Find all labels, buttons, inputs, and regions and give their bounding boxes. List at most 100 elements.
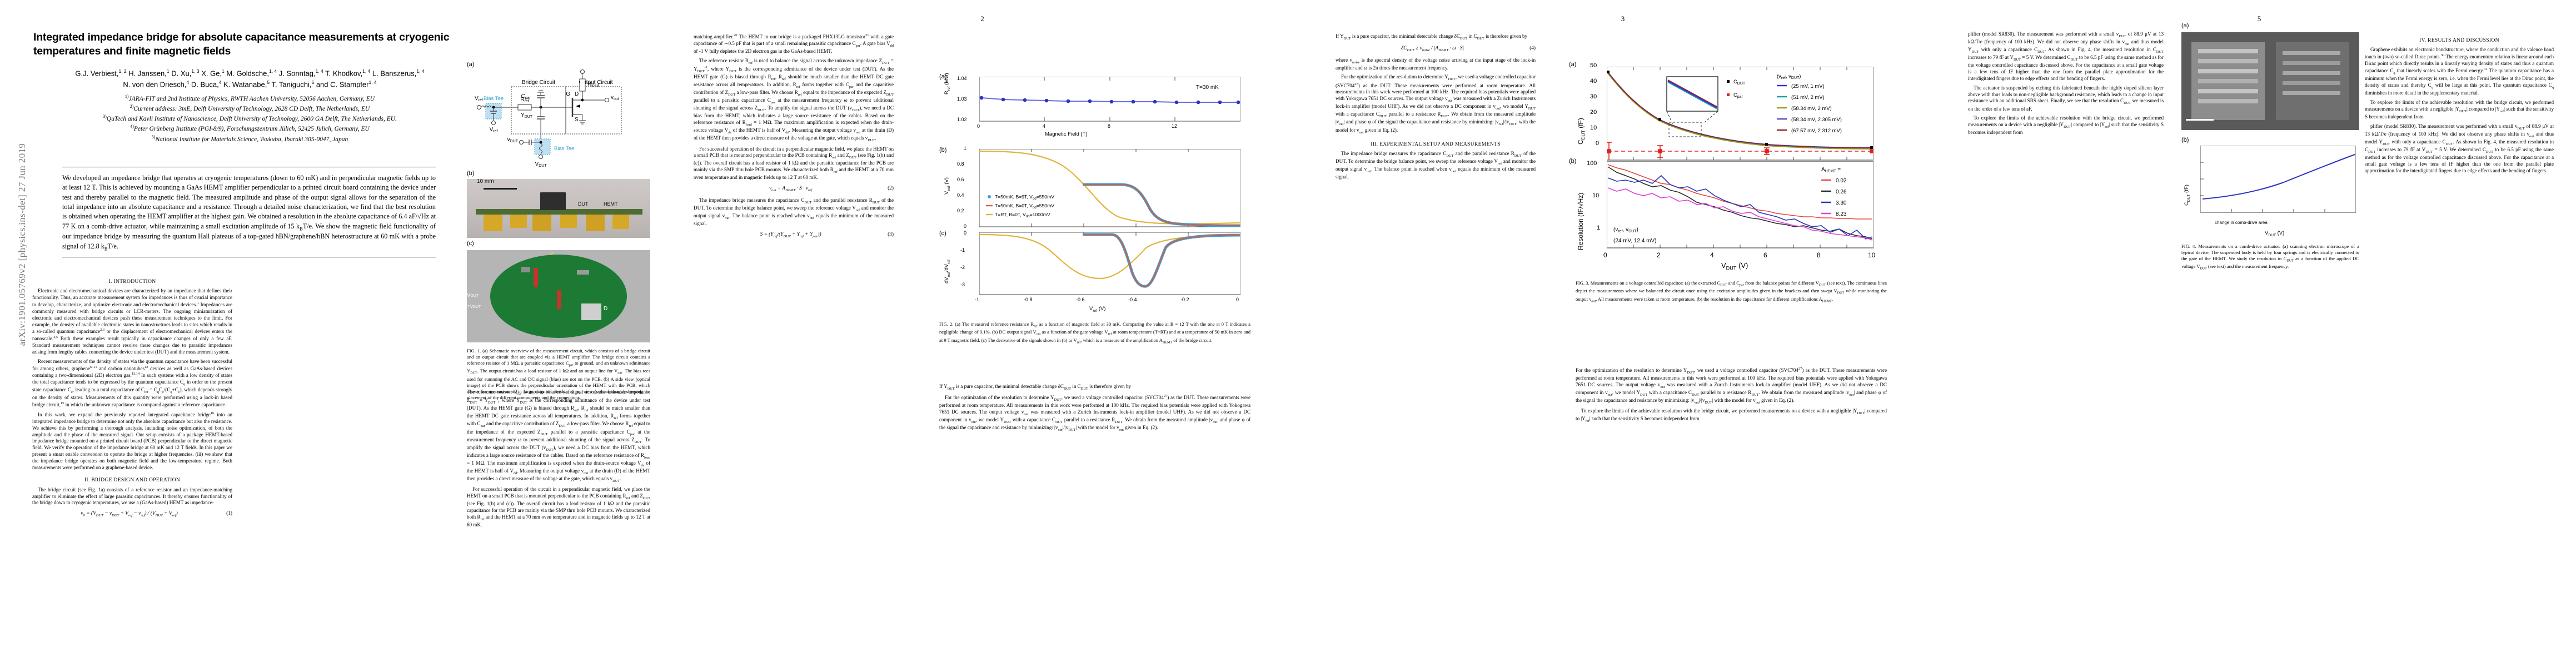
fig3b-ylabel: Resolution (fF/√Hz) xyxy=(1577,192,1585,250)
fig2c-ytick: -2 xyxy=(960,265,965,270)
svg-text:vDUT: vDUT xyxy=(507,137,519,143)
fig2c-ytick: -1 xyxy=(960,247,965,253)
fig2a-ylabel: Rref (MΩ) xyxy=(944,73,951,94)
svg-text:8.23: 8.23 xyxy=(1836,211,1847,217)
fig2b-ytick: 0.2 xyxy=(957,208,964,213)
page-2: 2 matching amplifier.20 The HEMT in our … xyxy=(661,0,1303,667)
fig2a-xlabel: Magnetic Field (T) xyxy=(1045,131,1088,137)
page-title: Integrated impedance bridge for absolute… xyxy=(33,31,450,57)
paragraph: The reference resistor Rref is used to b… xyxy=(694,57,894,143)
fig3a-ytick: 0 xyxy=(1596,140,1600,147)
fig3b-ytick: 100 xyxy=(1587,160,1597,167)
svg-text:0.26: 0.26 xyxy=(1836,189,1847,195)
affiliation: 3)QuTech and Kavli Institute of Nanoscie… xyxy=(103,114,397,123)
fig4b-xlabel: VDUT (V) xyxy=(2265,230,2285,237)
paragraph: where vnoise is the spectral density of … xyxy=(1336,57,1536,71)
fig2b-ytick: 0.6 xyxy=(957,177,964,182)
fig3-panel-b-label: (b) xyxy=(1569,158,1577,165)
fig2-panel-b-label: (b) xyxy=(939,147,947,153)
page4-col-right: IV. RESULTS AND DISCUSSION Graphene exhi… xyxy=(2365,31,2554,177)
fig3-panel-a-label: (a) xyxy=(1569,61,1577,68)
equation-2: vout = AHEMT · S · vref (2) xyxy=(769,186,894,193)
svg-text:S: S xyxy=(575,117,579,123)
fig3a-ytick: 10 xyxy=(1590,125,1597,131)
paragraph: To explore the limits of the achievable … xyxy=(1576,408,1887,424)
svg-text:YDUT: YDUT xyxy=(521,112,533,119)
svg-text:Vref: Vref xyxy=(475,96,483,102)
svg-text:(24 mV, 12.4 mV): (24 mV, 12.4 mV) xyxy=(1613,238,1656,244)
fig2a-xtick: 12 xyxy=(1172,123,1178,129)
author-line-2: N. von den Driesch,4 D. Buca,4 K. Watana… xyxy=(123,79,377,89)
paragraph: To explore the limits of the achievable … xyxy=(1968,115,2164,136)
svg-text:T=RT, B=0T, Vdd=1000mV: T=RT, B=0T, Vdd=1000mV xyxy=(995,212,1050,218)
author-line-1: G.J. Verbiest,1, 2 H. Janssen,1 D. Xu,1,… xyxy=(75,68,425,78)
svg-text:Bias Tee: Bias Tee xyxy=(554,146,574,152)
svg-text:D: D xyxy=(575,91,579,97)
fig2c-xtick: -0.8 xyxy=(1024,297,1033,302)
fig2-panel-c-label: (c) xyxy=(939,230,946,237)
svg-text:(67.57 mV, 2.312 mV): (67.57 mV, 2.312 mV) xyxy=(1791,127,1842,133)
page-number: 3 xyxy=(1621,14,1625,23)
scale-bar-label: 10 mm xyxy=(477,179,494,185)
svg-text:Bridge Circuit: Bridge Circuit xyxy=(522,79,555,86)
fig2b-ytick: 1 xyxy=(964,146,967,151)
fig3b-ytick: 1 xyxy=(1597,225,1601,231)
paragraph: Graphene exhibits an electronic bandstru… xyxy=(2365,47,2554,96)
paragraph: The impedance bridge measures the capaci… xyxy=(1336,151,1536,180)
paragraph: matching amplifier.20 The HEMT in our br… xyxy=(694,33,894,54)
fig3b-xtick: 10 xyxy=(1868,251,1876,259)
svg-text:(vref, vDUT): (vref, vDUT) xyxy=(1777,73,1801,80)
paragraph: For successful operation of the circuit … xyxy=(467,486,650,527)
paragraph: To explore the limits of the achievable … xyxy=(2365,99,2554,120)
svg-text:(25 mV, 1 mV): (25 mV, 1 mV) xyxy=(1791,83,1825,89)
svg-text:AHEMT =: AHEMT = xyxy=(1821,167,1841,173)
svg-text:G: G xyxy=(566,91,570,97)
fig3-caption: FIG. 3. Measurements on a voltage contro… xyxy=(1576,280,1887,303)
fig1-photo-side-view: 10 mm DUT HEMT xyxy=(467,179,650,238)
paragraph: If YDUT is a pure capacitor, the minimal… xyxy=(939,384,1132,391)
page-4: 5 plifier (model SR830). The measurement… xyxy=(1942,0,2576,667)
fig2a-xtick: 0 xyxy=(977,123,980,129)
fig2-panel-a-label: (a) xyxy=(939,73,947,80)
fig3a-ytick: 30 xyxy=(1590,93,1597,100)
fig2b-ytick: 0 xyxy=(964,223,967,229)
fig3b-ytick: 10 xyxy=(1592,192,1600,199)
svg-text:(51 mV, 2 mV): (51 mV, 2 mV) xyxy=(1791,94,1825,100)
page-1: arXiv:1901.05769v2 [physics.ins-det] 27 … xyxy=(0,0,661,667)
svg-text:3.30: 3.30 xyxy=(1836,200,1847,206)
author-list: G.J. Verbiest,1, 2 H. Janssen,1 D. Xu,1,… xyxy=(34,68,465,90)
fig4b-annotation: change in comb-drive area xyxy=(2215,220,2268,225)
svg-text:Cpar: Cpar xyxy=(1733,92,1743,99)
paragraph: For the optimization of the resolution t… xyxy=(1336,74,1536,135)
fig2b-plot: T=50mK, B=9T, Vdd=550mV T=50mK, B=0T, Vd… xyxy=(979,149,1240,227)
affiliation: 1)JARA-FIT and 2nd Institute of Physics,… xyxy=(124,94,375,102)
page4-col-left: plifier (model SR830). The measurement w… xyxy=(1968,31,2164,139)
paragraph: For the optimization of the resolution t… xyxy=(1576,367,1887,405)
svg-text:T=30 mK: T=30 mK xyxy=(1196,84,1219,91)
paragraph: Recent measurements of the density of st… xyxy=(32,358,233,408)
fig2a-ytick: 1.04 xyxy=(957,76,967,81)
fig3b-plot: AHEMT = 0.02 0.26 3.30 8.23 (vref, vDUT)… xyxy=(1607,161,1874,248)
fig3a-ytick: 50 xyxy=(1590,62,1597,69)
page1-col-right: The reference resistor Rref is used to b… xyxy=(467,389,650,531)
svg-text:Cpar: Cpar xyxy=(521,93,531,100)
fig4b-ylabel: CDUT (fF) xyxy=(2184,185,2191,206)
fig1-panel-c-label: (c) xyxy=(467,240,474,247)
fig1-panel-a-label: (a) xyxy=(467,61,475,68)
section-heading-design: II. BRIDGE DESIGN AND OPERATION xyxy=(84,477,181,484)
fig1-photo-top-view: VDUT +vDUT D V xyxy=(467,250,650,342)
fig2a-xtick: 8 xyxy=(1108,123,1111,129)
fig2c-ytick: 0 xyxy=(964,230,967,236)
paragraph: plifier (model SR830). The measurement w… xyxy=(1968,31,2164,81)
fig2a-xtick: 4 xyxy=(1043,123,1046,129)
fig4b-plot xyxy=(2200,146,2356,213)
svg-text:(58.34 mV, 2 mV): (58.34 mV, 2 mV) xyxy=(1791,105,1832,111)
page2-col-left: matching amplifier.20 The HEMT in our br… xyxy=(694,33,894,243)
paragraph: If YDUT is a pure capacitor, the minimal… xyxy=(1336,33,1528,41)
fig2a-plot: T=30 mK xyxy=(979,77,1240,122)
page-number: 2 xyxy=(980,14,984,23)
svg-text:Vref: Vref xyxy=(490,127,498,133)
fig2c-plot xyxy=(979,232,1240,295)
fig2a-ytick: 1.03 xyxy=(957,96,967,102)
fig2b-ylabel: Vout (V) xyxy=(944,177,951,195)
